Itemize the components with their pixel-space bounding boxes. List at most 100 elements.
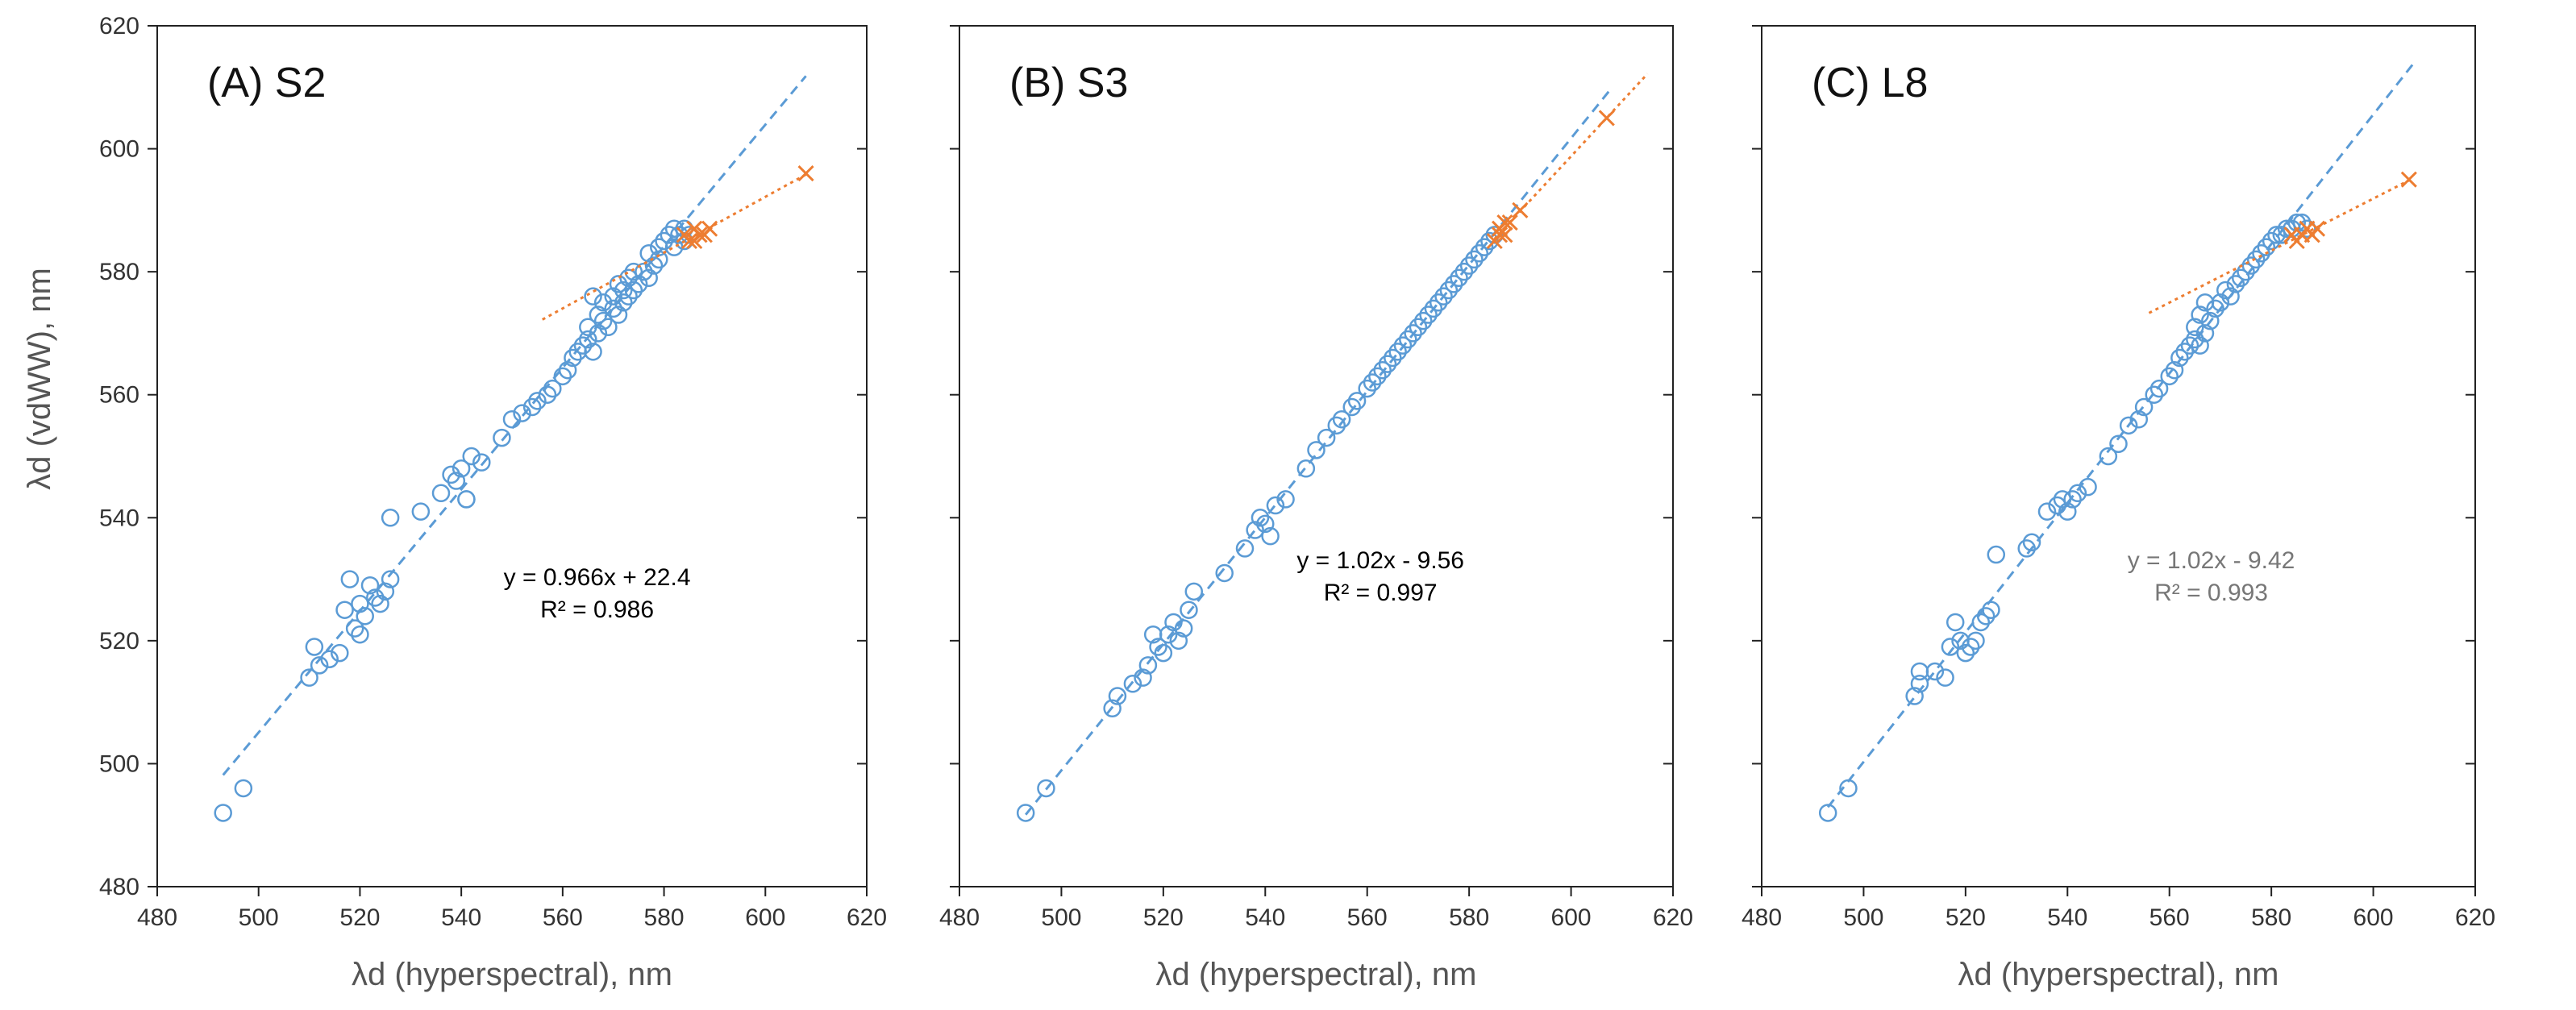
data-point xyxy=(2252,244,2270,263)
data-point xyxy=(599,318,618,337)
data-point xyxy=(320,650,339,668)
data-point xyxy=(1317,428,1336,447)
data-point xyxy=(371,594,389,613)
data-point xyxy=(614,281,633,300)
plot-frame xyxy=(156,25,868,887)
y-tick-label: 540 xyxy=(99,505,139,531)
data-point xyxy=(1123,675,1142,693)
data-point xyxy=(1485,226,1504,244)
data-point xyxy=(1936,668,1954,687)
data-point xyxy=(1037,779,1055,798)
panel-1: 480 500 520 540 560 580 600 620 480 500 520 540 560 5… xyxy=(99,13,887,992)
data-point xyxy=(2257,238,2276,256)
data-point xyxy=(2119,416,2138,435)
trendline-crosses xyxy=(541,173,807,321)
data-point xyxy=(624,281,643,300)
data-point xyxy=(1246,521,1264,539)
x-tick-label: 580 xyxy=(2251,904,2291,931)
data-point xyxy=(2186,330,2204,349)
data-point xyxy=(1016,804,1035,822)
r-squared: R² = 0.997 xyxy=(1324,580,1438,606)
data-point xyxy=(2145,385,2163,404)
x-tick-label: 560 xyxy=(543,904,583,931)
data-point xyxy=(2017,539,2036,558)
data-point xyxy=(1454,262,1474,281)
data-point xyxy=(2180,336,2199,355)
data-point xyxy=(2191,305,2209,324)
data-point xyxy=(1149,638,1167,656)
data-point xyxy=(360,576,380,595)
data-point xyxy=(639,268,658,288)
plot-frame xyxy=(959,25,1674,887)
data-point xyxy=(1347,392,1367,410)
x-tick-label: 520 xyxy=(1143,904,1184,931)
data-point xyxy=(1363,373,1382,392)
data-point xyxy=(1910,662,1929,681)
data-point xyxy=(356,607,374,626)
data-point xyxy=(2058,502,2077,521)
data-point xyxy=(1434,287,1453,305)
x-axis-title: λd (hyperspectral), nm xyxy=(1958,957,2279,992)
data-point xyxy=(1429,293,1448,312)
x-tick-label: 500 xyxy=(1843,904,1883,931)
x-stroke xyxy=(1501,214,1518,231)
data-point xyxy=(1134,668,1152,687)
data-point xyxy=(2134,397,2154,417)
data-point xyxy=(1818,804,1837,822)
data-point xyxy=(513,404,531,422)
data-point xyxy=(2160,367,2179,386)
x-stroke xyxy=(2400,171,2417,188)
data-point xyxy=(457,490,476,509)
data-point xyxy=(1327,416,1346,435)
data-point-x xyxy=(680,232,698,250)
data-point xyxy=(1956,643,1975,663)
data-point xyxy=(2048,496,2066,515)
y-tick-label: 520 xyxy=(99,628,139,655)
x-tick-label: 620 xyxy=(1653,904,1693,931)
y-tick-label: 600 xyxy=(99,136,139,163)
x-stroke xyxy=(691,227,708,243)
data-point xyxy=(1946,613,1965,632)
data-point xyxy=(579,330,597,349)
x-stroke xyxy=(680,232,698,250)
x-stroke xyxy=(1598,110,1615,127)
data-point xyxy=(2022,533,2041,552)
data-point xyxy=(1910,675,1929,693)
data-point xyxy=(624,262,643,281)
x-stroke xyxy=(2308,220,2326,237)
y-axis-title: λd (vdWW), nm xyxy=(22,268,57,490)
data-point xyxy=(1180,601,1198,619)
data-point xyxy=(2186,318,2204,337)
data-point xyxy=(522,397,542,417)
data-point xyxy=(234,779,253,798)
data-point xyxy=(2149,379,2169,398)
data-point-x xyxy=(1598,110,1615,127)
data-point xyxy=(660,226,679,244)
data-point xyxy=(1256,514,1275,534)
x-stroke xyxy=(1492,227,1509,243)
data-point xyxy=(2165,360,2184,380)
panel-title: (C) L8 xyxy=(1812,60,1928,106)
data-point xyxy=(538,385,557,404)
data-point xyxy=(447,472,466,490)
data-point xyxy=(1941,638,1960,656)
data-point-x xyxy=(797,165,814,182)
data-point xyxy=(431,484,451,503)
data-point-x xyxy=(2308,220,2326,237)
data-point xyxy=(593,293,613,312)
data-point xyxy=(2246,250,2266,269)
data-point xyxy=(381,570,400,588)
plot-frame xyxy=(1761,25,2476,887)
x-tick-label: 600 xyxy=(2353,904,2394,931)
data-point xyxy=(604,299,622,318)
x-tick-label: 600 xyxy=(1551,904,1592,931)
y-tick-label: 580 xyxy=(99,259,139,285)
data-point xyxy=(2129,409,2149,429)
data-point xyxy=(1373,360,1392,380)
data-point xyxy=(452,459,471,478)
y-tick-label: 480 xyxy=(99,874,139,900)
data-point xyxy=(579,318,597,337)
data-point xyxy=(2241,256,2261,275)
data-point xyxy=(1235,539,1255,558)
data-point xyxy=(2221,287,2240,305)
